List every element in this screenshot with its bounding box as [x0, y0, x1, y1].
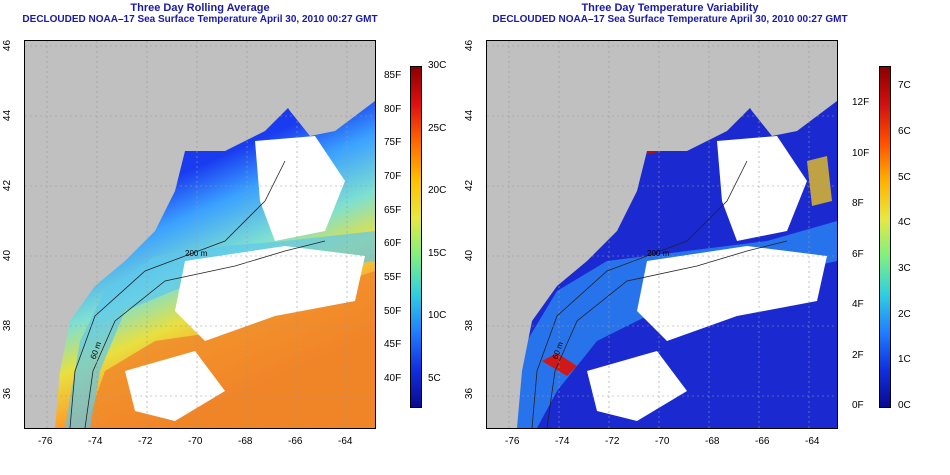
colorbar-label: 5C	[898, 171, 911, 183]
colorbar-label: 15C	[428, 247, 447, 259]
colorbar-label: 2F	[852, 349, 864, 361]
colorbar-label: 70F	[384, 171, 402, 183]
colorbar-label: 40F	[384, 372, 402, 384]
lon-tick: -74	[555, 436, 570, 447]
cloud-patch	[587, 351, 687, 421]
lat-tick: 42	[2, 179, 14, 192]
right-title-block: Three Day Temperature Variability DECLOU…	[470, 2, 870, 25]
grid	[487, 41, 837, 428]
colorbar-label: 5C	[428, 372, 441, 384]
colorbar-label: 12F	[852, 97, 870, 109]
colorbar-label: 0F	[852, 400, 864, 411]
lat-tick: 44	[2, 109, 14, 122]
colorbar-label: 6F	[852, 248, 864, 260]
variability-hot	[542, 353, 577, 376]
colorbar-label: 65F	[384, 204, 402, 216]
right-colorbar	[879, 66, 891, 408]
lon-tick: -76	[505, 436, 520, 447]
land-mass	[25, 41, 375, 428]
lon-tick: -68	[705, 436, 720, 447]
colorbar-label: 25C	[428, 122, 447, 134]
lon-tick: -72	[605, 436, 620, 447]
right-subtitle: DECLOUDED NOAA–17 Sea Surface Temperatur…	[492, 14, 848, 25]
lat-tick: 40	[2, 249, 14, 262]
colorbar-label: 30C	[428, 60, 447, 71]
lon-tick: -66	[288, 436, 303, 447]
left-map: 200 m 60 m	[24, 40, 376, 429]
right-map: 200 m 60 m	[486, 40, 838, 429]
lon-tick: -70	[188, 436, 203, 447]
cloud-patch	[125, 351, 225, 421]
lat-tick: 38	[464, 319, 476, 332]
colorbar-label: 4F	[852, 299, 864, 311]
colorbar-label: 6C	[898, 126, 911, 138]
colorbar-label: 45F	[384, 339, 402, 351]
lon-tick: -64	[338, 436, 353, 447]
variability-hot	[807, 156, 832, 206]
left-title-block: Three Day Rolling Average DECLOUDED NOAA…	[0, 2, 400, 25]
colorbar-label: 60F	[384, 238, 402, 250]
lat-tick: 42	[464, 179, 476, 192]
lat-tick: 46	[464, 39, 476, 52]
left-title: Three Day Rolling Average	[130, 2, 270, 14]
cloud-patch	[255, 136, 345, 241]
contour-60m	[69, 160, 286, 428]
colorbar-label: 85F	[384, 70, 402, 82]
colorbar-label: 0C	[898, 400, 911, 411]
cloud-patch	[175, 246, 365, 341]
lon-tick: -64	[805, 436, 820, 447]
grid	[25, 41, 375, 428]
lat-tick: 38	[2, 319, 14, 332]
lon-tick: -70	[655, 436, 670, 447]
lon-tick: -72	[138, 436, 153, 447]
colorbar-label: 75F	[384, 137, 402, 149]
lat-tick: 40	[464, 249, 476, 262]
colorbar-label: 7C	[898, 80, 911, 92]
colorbar-label: 55F	[384, 271, 402, 283]
contour-60m	[531, 160, 748, 428]
lat-tick: 46	[2, 39, 14, 52]
colorbar-label: 2C	[898, 308, 911, 320]
colorbar-label: 1C	[898, 354, 911, 366]
contour-200m	[84, 240, 326, 428]
colorbar-label: 10F	[852, 147, 870, 159]
lat-tick: 36	[2, 387, 14, 400]
left-subtitle: DECLOUDED NOAA–17 Sea Surface Temperatur…	[22, 14, 378, 25]
lat-tick: 36	[464, 387, 476, 400]
shelf-cool-band	[65, 231, 375, 428]
lon-tick: -74	[88, 436, 103, 447]
lon-tick: -66	[755, 436, 770, 447]
contour-label-200m: 200 m	[647, 249, 670, 258]
lon-tick: -76	[38, 436, 53, 447]
colorbar-label: 50F	[384, 305, 402, 317]
left-colorbar	[410, 66, 422, 408]
colorbar-label: 20C	[428, 185, 447, 197]
land-mass	[487, 41, 837, 428]
lat-tick: 44	[464, 109, 476, 122]
right-title: Three Day Temperature Variability	[581, 2, 759, 14]
colorbar-label: 4C	[898, 217, 911, 229]
colorbar-label: 3C	[898, 263, 911, 275]
lon-tick: -68	[238, 436, 253, 447]
colorbar-label: 10C	[428, 310, 447, 322]
colorbar-label: 80F	[384, 103, 402, 115]
cloud-patch	[717, 136, 807, 241]
contour-label-200m: 200 m	[185, 249, 208, 258]
contour-200m	[546, 240, 788, 428]
cloud-patch	[637, 246, 827, 341]
colorbar-label: 8F	[852, 198, 864, 210]
